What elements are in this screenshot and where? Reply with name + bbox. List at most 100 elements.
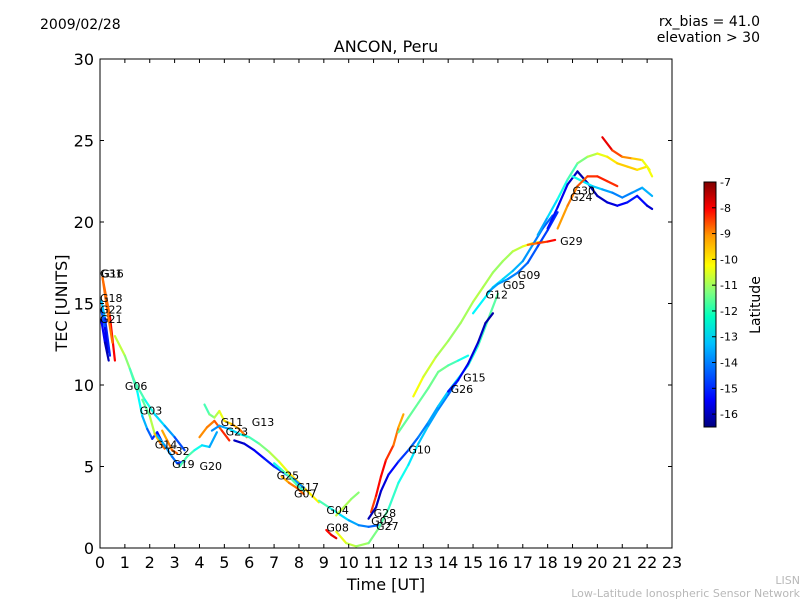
series-segment: [178, 455, 189, 468]
footer-credit: LISN Low-Latitude Ionospheric Sensor Net…: [571, 574, 800, 600]
series-segment: [133, 380, 146, 401]
series-segment: [258, 442, 271, 453]
series-segment: [325, 528, 333, 537]
satellite-label: G31: [100, 267, 123, 280]
series-segment: [536, 216, 549, 237]
series-segment: [397, 463, 410, 484]
series-segment: [636, 194, 649, 207]
series-segment: [238, 432, 251, 439]
series-segment: [153, 413, 166, 427]
x-tick-label: 12: [388, 553, 408, 572]
series-segment: [171, 455, 179, 465]
series-segment: [185, 449, 196, 458]
x-tick-label: 0: [95, 553, 105, 572]
series-segment: [447, 379, 460, 393]
x-tick-label: 15: [463, 553, 483, 572]
series-segment: [208, 431, 218, 449]
x-tick-label: 13: [413, 553, 433, 572]
series-segment: [447, 359, 460, 367]
series-segment: [611, 149, 624, 158]
series-segment: [369, 494, 378, 514]
series-segment: [621, 191, 634, 199]
series-segment: [606, 180, 619, 188]
y-tick-label: 30: [74, 50, 94, 69]
x-tick-label: 20: [587, 553, 607, 572]
colorbar-ticks: -7 -8 -9 -10 -11 -12 -13 -14 -15 -16: [712, 176, 738, 421]
series-segment: [516, 261, 529, 274]
series-segment: [173, 436, 186, 452]
x-tick-label: 17: [513, 553, 533, 572]
x-tick-label: 19: [562, 553, 582, 572]
series-segment: [407, 401, 420, 419]
series-segment: [501, 250, 514, 263]
x-tick-label: 5: [219, 553, 229, 572]
series-segment: [536, 240, 549, 245]
series-segment: [556, 204, 569, 230]
series-segment: [596, 194, 609, 204]
y-tick-label: 5: [84, 458, 94, 477]
footer-line2: Low-Latitude Ionospheric Sensor Network: [571, 587, 800, 600]
series-segment: [268, 450, 281, 463]
date-label: 2009/02/28: [40, 17, 121, 33]
series-segment: [295, 483, 306, 493]
series-segment: [397, 416, 410, 434]
x-tick-label: 4: [194, 553, 204, 572]
series-segment: [253, 449, 266, 460]
series-segment: [193, 444, 204, 452]
colorbar-tick-label: -12: [720, 305, 738, 318]
series-segment: [466, 341, 480, 365]
series-g19: [156, 434, 186, 465]
chart-title: ANCON, Peru: [333, 37, 439, 56]
x-tick-label: 10: [339, 553, 359, 572]
series-segment: [641, 186, 654, 198]
series-segment: [546, 206, 559, 230]
satellite-label: G26: [451, 383, 474, 396]
x-tick-label: 22: [637, 553, 657, 572]
series-segment: [397, 413, 405, 429]
x-tick-label: 6: [244, 553, 254, 572]
series-segment: [606, 201, 619, 207]
satellite-label: G28: [374, 507, 397, 520]
series-segment: [355, 542, 370, 548]
series-segment: [103, 317, 112, 357]
series-segment: [106, 310, 114, 344]
series-g07: [280, 475, 306, 496]
series-segment: [496, 277, 509, 286]
series-segment: [412, 375, 425, 398]
series-segment: [374, 489, 383, 509]
x-tick-label: 16: [488, 553, 508, 572]
series-g35: [601, 136, 651, 171]
x-tick-label: 2: [145, 553, 155, 572]
series-g20: [178, 431, 218, 468]
colorbar-tick-label: -11: [720, 279, 738, 292]
series-segment: [141, 414, 149, 431]
x-ticks: 0 1 2 3 4 5 6 7 8 9 10 11 12 13 14 15 16 17 18 19 20 21 22 23: [95, 59, 682, 572]
series-segment: [576, 175, 589, 188]
series-segment: [367, 527, 380, 545]
series-segment: [220, 429, 231, 442]
series-segment: [601, 136, 614, 152]
satellite-label: G32: [167, 445, 190, 458]
series-segment: [427, 408, 440, 427]
series-g08: [325, 528, 338, 540]
series-segment: [417, 387, 430, 405]
y-tick-label: 15: [74, 295, 94, 314]
series-segment: [347, 519, 360, 527]
series-segment: [287, 481, 298, 489]
satellite-label: G05: [503, 279, 526, 292]
series-segment: [596, 175, 609, 183]
series-segment: [101, 276, 109, 313]
x-tick-label: 8: [294, 553, 304, 572]
series-segment: [626, 194, 639, 204]
satellite-label: G14: [155, 439, 178, 452]
series-segment: [198, 426, 209, 439]
satellite-label: G20: [199, 460, 222, 473]
satellite-label: G24: [570, 191, 593, 204]
series-g28: [369, 413, 405, 514]
x-tick-label: 7: [269, 553, 279, 572]
series-segment: [218, 424, 231, 431]
series-segment: [100, 308, 107, 330]
satellite-label: G03: [140, 404, 163, 417]
series-segment: [621, 155, 634, 160]
